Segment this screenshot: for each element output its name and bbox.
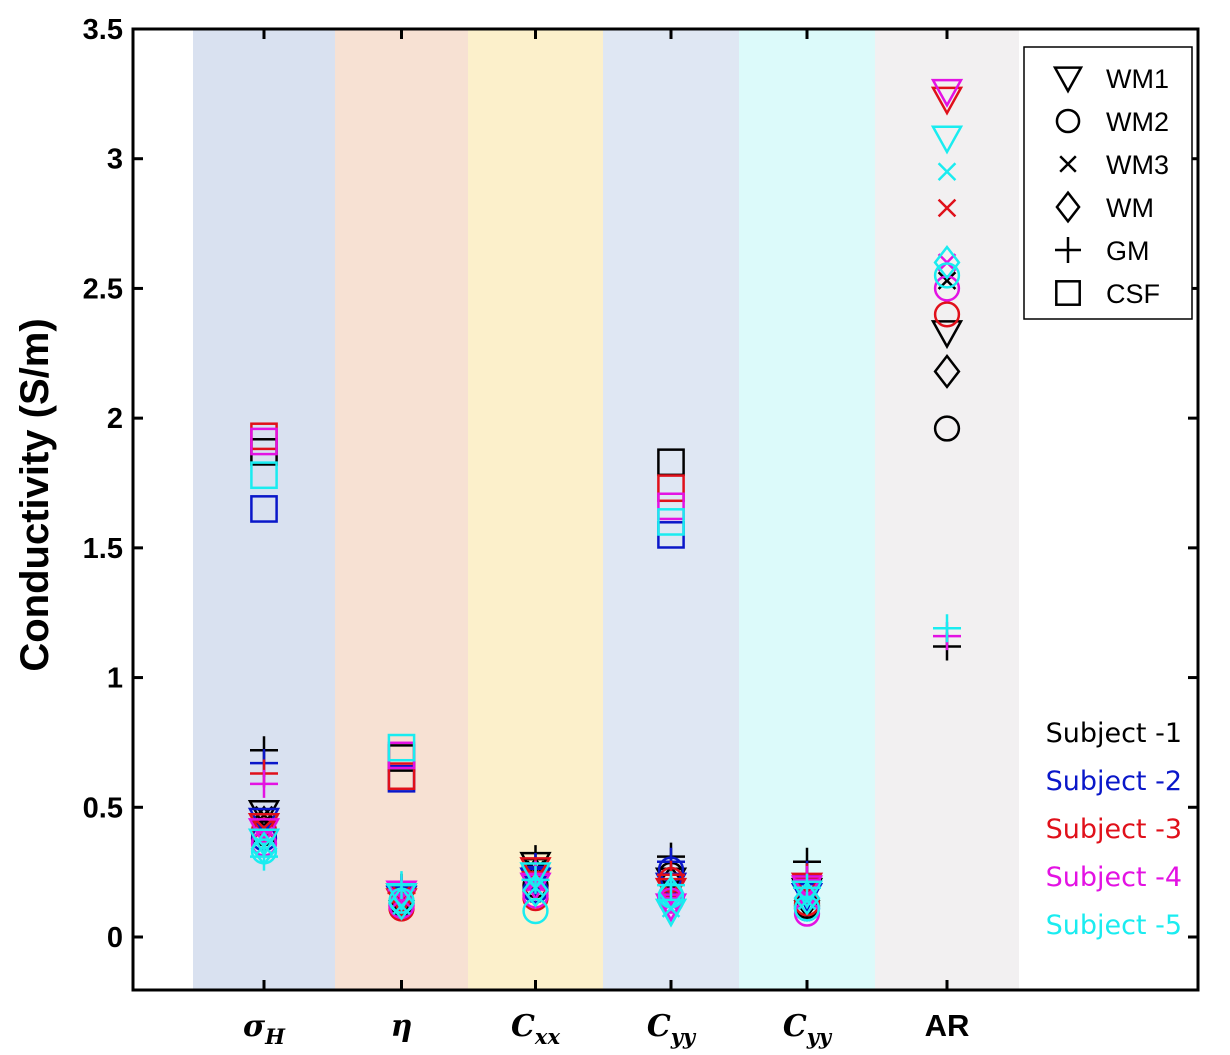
point-csf-subject-3 — [657, 474, 685, 503]
y-tick-label: 3 — [107, 144, 123, 176]
point-wm-subject-5 — [657, 875, 685, 911]
category-band-2 — [468, 29, 603, 990]
legend-label: WM1 — [1106, 64, 1169, 94]
point-gm-subject-5 — [933, 614, 961, 643]
subject-label: Subject -5 — [1046, 910, 1182, 941]
x-tick-label: AR — [925, 1008, 970, 1043]
point-wm1-subject-4 — [930, 78, 964, 108]
point-wm2-subject-3 — [933, 301, 961, 328]
y-tick-label: 2.5 — [83, 273, 123, 305]
point-wm1-subject-1 — [930, 320, 964, 350]
point-gm-subject-5 — [793, 873, 821, 902]
subject-label: Subject -1 — [1046, 718, 1182, 749]
y-tick-label: 3.5 — [83, 14, 123, 46]
subject-label: Subject -2 — [1046, 766, 1182, 797]
data-points — [247, 78, 964, 928]
legend-circle-icon — [1055, 108, 1081, 134]
subject-label: Subject -3 — [1046, 814, 1182, 845]
point-csf-subject-5 — [387, 733, 416, 762]
point-wm3-subject-5 — [937, 162, 957, 181]
point-gm-subject-5 — [387, 871, 416, 900]
legend-plus-icon — [1055, 237, 1081, 263]
legend-label: WM2 — [1106, 107, 1169, 137]
x-axis-ticks: σH η Cxx Cyy Cyy AR — [243, 29, 969, 1049]
point-wm-subject-5 — [522, 872, 549, 908]
point-csf-subject-5 — [657, 508, 685, 536]
point-csf-subject-5 — [250, 461, 278, 490]
legend-box — [1023, 46, 1193, 320]
point-wm-subject-5 — [793, 880, 821, 916]
y-tick-label: 0 — [107, 922, 123, 954]
plot-frame — [131, 27, 1200, 992]
legend-label: GM — [1106, 236, 1150, 266]
subject-label: Subject -4 — [1046, 862, 1182, 893]
point-gm-subject-4 — [250, 769, 278, 798]
point-wm-subject-5 — [933, 245, 961, 280]
point-gm-subject-5 — [250, 842, 278, 871]
legend-x-icon — [1059, 155, 1077, 173]
point-wm2-subject-5 — [933, 262, 961, 289]
category-band-4 — [739, 29, 875, 990]
x-tick-label: η — [391, 1009, 413, 1044]
point-wm2-subject-1 — [933, 415, 961, 442]
point-gm-subject-5 — [521, 865, 550, 894]
x-tick-label: σH — [243, 1009, 286, 1049]
point-wm-subject-5 — [388, 885, 415, 921]
x-tick-label: Cyy — [783, 1009, 833, 1049]
x-tick-label: Cxx — [511, 1009, 560, 1049]
y-axis-ticks: 0 0.5 1 1.5 2 2.5 3 3.5 — [83, 14, 1198, 954]
legend-label: WM — [1106, 193, 1154, 223]
marker-legend: WM1 WM2 WM3 WM GM CSF — [1023, 46, 1193, 320]
y-axis-label: Conductivity (S/m) — [13, 318, 57, 671]
legend-label: CSF — [1106, 279, 1160, 309]
point-wm1-subject-4 — [247, 818, 281, 848]
legend-diamond-icon — [1055, 190, 1081, 224]
point-gm-subject-5 — [657, 871, 685, 900]
point-csf-subject-3 — [387, 762, 416, 791]
point-wm1-subject-3 — [930, 86, 964, 116]
point-wm1-subject-5 — [654, 898, 688, 928]
point-wm2-subject-5 — [522, 897, 549, 925]
category-bands — [193, 29, 1019, 990]
y-tick-label: 1.5 — [83, 533, 123, 565]
legend-label: WM3 — [1106, 150, 1169, 180]
y-tick-label: 2 — [107, 403, 123, 435]
category-band-1 — [335, 29, 468, 990]
x-tick-label: Cyy — [647, 1009, 697, 1049]
point-wm1-subject-5 — [930, 125, 964, 155]
point-csf-subject-4 — [250, 427, 278, 456]
point-wm1-subject-5 — [519, 862, 552, 892]
y-tick-label: 1 — [107, 663, 123, 695]
point-wm1-subject-3 — [247, 812, 281, 843]
legend-square-icon — [1055, 280, 1081, 306]
y-tick-label: 0.5 — [83, 792, 123, 824]
point-csf-subject-2 — [250, 495, 278, 523]
point-csf-subject-4 — [657, 492, 685, 521]
category-band-5 — [875, 29, 1019, 990]
point-wm-subject-1 — [933, 354, 961, 389]
legend-triangle-down-icon — [1052, 66, 1084, 94]
point-wm3-subject-3 — [937, 198, 957, 218]
subject-legend: Subject -1 Subject -2 Subject -3 Subject -4… — [1046, 718, 1182, 941]
